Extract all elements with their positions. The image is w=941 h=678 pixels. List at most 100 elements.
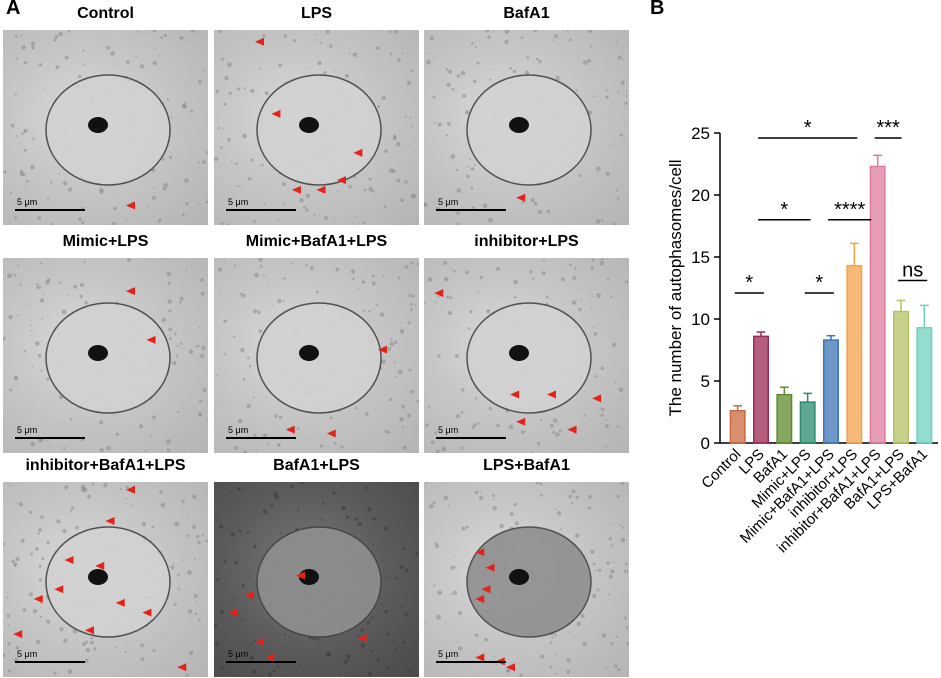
texture-dot [433, 56, 435, 58]
texture-dot [150, 434, 153, 437]
texture-dot [70, 506, 75, 510]
texture-dot [599, 260, 605, 266]
texture-dot [397, 369, 403, 375]
texture-dot [78, 74, 82, 79]
texture-dot [482, 203, 488, 209]
texture-dot [469, 157, 471, 160]
texture-dot [462, 94, 466, 98]
texture-dot [215, 89, 220, 93]
texture-dot [283, 34, 288, 38]
tem-micrograph: 5 μm [214, 482, 419, 677]
texture-dot [293, 206, 295, 208]
texture-dot [375, 525, 377, 527]
texture-dot [508, 274, 510, 277]
texture-dot [611, 544, 614, 547]
texture-dot [598, 568, 602, 572]
texture-dot [333, 217, 335, 220]
texture-dot [253, 309, 258, 314]
texture-dot [90, 636, 94, 640]
texture-dot [454, 566, 457, 569]
scale-bar-label: 5 μm [228, 197, 249, 207]
texture-dot [220, 146, 223, 149]
texture-dot [191, 524, 197, 529]
texture-dot [600, 413, 604, 417]
texture-dot [376, 657, 381, 662]
nucleolus [299, 117, 319, 133]
texture-dot [214, 156, 219, 162]
texture-dot [83, 261, 86, 264]
red-arrowhead-marker [592, 394, 602, 403]
texture-dot [496, 266, 501, 271]
texture-dot [621, 396, 623, 399]
texture-dot [600, 258, 604, 261]
texture-dot [435, 449, 440, 453]
texture-dot [424, 622, 426, 624]
texture-dot [111, 221, 116, 225]
texture-dot [40, 515, 44, 519]
texture-dot [44, 88, 46, 90]
texture-dot [609, 144, 611, 147]
bar [916, 326, 933, 444]
micrograph-title: LPS [300, 5, 333, 22]
texture-dot [605, 419, 608, 421]
texture-dot [247, 176, 252, 181]
texture-dot [8, 315, 13, 320]
texture-dot [620, 482, 625, 485]
texture-dot [170, 565, 175, 570]
texture-dot [188, 349, 194, 354]
texture-dot [410, 193, 415, 199]
texture-dot [237, 418, 243, 424]
texture-dot [493, 68, 495, 71]
texture-dot [437, 354, 441, 358]
texture-dot [593, 331, 598, 336]
texture-dot [24, 60, 28, 65]
texture-dot [262, 509, 268, 514]
texture-dot [303, 438, 305, 440]
texture-dot [8, 484, 11, 487]
red-arrowhead-marker [378, 345, 387, 354]
texture-dot [3, 542, 5, 546]
texture-dot [385, 575, 388, 578]
texture-dot [572, 276, 577, 281]
texture-dot [173, 563, 175, 565]
texture-dot [221, 82, 223, 84]
texture-dot [140, 657, 145, 661]
texture-dot [348, 52, 351, 55]
texture-dot [153, 215, 155, 217]
texture-dot [274, 414, 278, 419]
texture-dot [187, 570, 192, 575]
texture-dot [587, 59, 592, 63]
texture-dot [79, 294, 83, 299]
texture-dot [605, 446, 608, 448]
cell-nucleus [466, 526, 592, 638]
texture-dot [618, 426, 621, 429]
texture-dot [329, 44, 333, 48]
red-arrowhead-marker [285, 425, 295, 434]
texture-dot [234, 560, 238, 565]
red-arrowhead-marker [316, 185, 326, 194]
texture-dot [493, 30, 495, 32]
texture-dot [592, 326, 595, 329]
texture-dot [246, 531, 250, 534]
texture-dot [416, 426, 418, 428]
texture-dot [218, 402, 220, 405]
red-arrowhead-marker [146, 335, 156, 344]
texture-dot [182, 214, 184, 217]
texture-dot [30, 164, 35, 170]
texture-dot [487, 35, 491, 39]
texture-dot [28, 510, 33, 514]
texture-dot [408, 368, 412, 372]
texture-dot [152, 649, 156, 653]
texture-dot [177, 411, 180, 413]
texture-dot [476, 61, 480, 65]
texture-dot [588, 30, 593, 33]
red-arrowhead-marker [126, 485, 135, 494]
texture-dot [38, 528, 42, 532]
texture-dot [219, 524, 224, 529]
texture-dot [241, 618, 244, 621]
red-arrowhead-marker [475, 653, 485, 662]
texture-dot [569, 263, 572, 267]
texture-dot [283, 277, 286, 280]
texture-dot [15, 502, 17, 504]
texture-dot [360, 643, 365, 648]
